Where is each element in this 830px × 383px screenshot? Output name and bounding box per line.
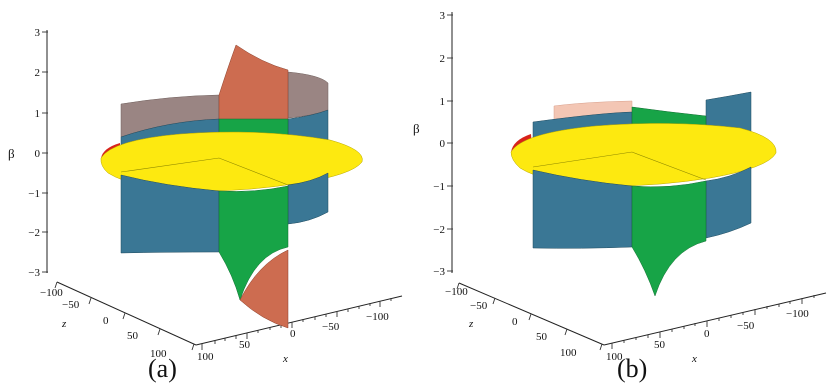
- x-tick-label: 100: [606, 351, 623, 363]
- z-tick-label: 0: [103, 315, 109, 327]
- terracotta-plane-lower: [239, 249, 289, 329]
- z-axis-label: z: [468, 318, 474, 330]
- beta-tick-label: 3: [35, 27, 41, 39]
- panel-b: 3 2 1 0 −1 −2 −3 β −100 −50 0 50 100 z: [413, 10, 827, 383]
- x-axis: [603, 292, 827, 346]
- beta-tick-label: 0: [35, 148, 41, 160]
- panel-a: 3 2 1 0 −1 −2 −3 β −100 −50 0 50 100 z: [8, 27, 403, 383]
- z-ticks: [456, 282, 603, 351]
- x-tick-label: 0: [290, 328, 296, 340]
- yellow-disc-crease: [120, 157, 289, 186]
- green-plane-lower: [218, 185, 289, 301]
- x-axis: [195, 295, 403, 346]
- x-tick-label: 50: [654, 339, 666, 351]
- beta-tick-label: −1: [28, 188, 40, 200]
- beta-axis-label: β: [8, 146, 15, 161]
- green-plane-lower: [631, 180, 707, 297]
- z-axis: [56, 281, 197, 346]
- beta-ticks: [42, 31, 48, 273]
- z-tick-label: −100: [445, 286, 468, 298]
- x-tick-label: −100: [366, 311, 389, 323]
- beta-tick-label: −3: [433, 266, 445, 278]
- z-tick-label: 50: [127, 330, 139, 342]
- z-tick-label: −100: [40, 287, 63, 299]
- z-ticks: [54, 281, 195, 351]
- beta-tick-label: 1: [440, 96, 446, 108]
- z-tick-label: 0: [512, 316, 518, 328]
- beta-axis-label: β: [413, 121, 420, 136]
- x-tick-label: −100: [786, 308, 809, 320]
- x-tick-label: 100: [197, 351, 214, 363]
- x-axis-label: x: [691, 353, 697, 365]
- x-tick-label: −50: [737, 320, 755, 332]
- x-tick-label: −50: [322, 321, 340, 333]
- blue-cylinder-front-right: [705, 166, 752, 239]
- x-tick-label: 0: [704, 328, 710, 340]
- beta-tick-label: 0: [440, 138, 446, 150]
- z-axis: [458, 282, 605, 346]
- taupe-cylinder-upper-right: [287, 71, 329, 119]
- z-tick-label: 100: [150, 348, 167, 360]
- beta-tick-label: −2: [433, 224, 445, 236]
- panel-caption: (b): [617, 354, 647, 383]
- beta-tick-label: 3: [440, 10, 446, 22]
- beta-tick-label: −2: [28, 227, 40, 239]
- beta-ticks: [447, 14, 453, 272]
- beta-tick-label: −3: [28, 267, 40, 279]
- terracotta-plane-upper: [218, 44, 289, 121]
- z-tick-label: −50: [470, 300, 488, 312]
- blue-cylinder-front-right: [287, 172, 329, 225]
- yellow-disc-crease: [532, 151, 707, 181]
- beta-tick-label: −1: [433, 181, 445, 193]
- z-tick-label: 50: [536, 331, 548, 343]
- z-tick-label: 100: [560, 347, 577, 359]
- x-axis-label: x: [282, 353, 288, 365]
- x-tick-label: 50: [239, 339, 251, 351]
- z-axis-label: z: [61, 318, 67, 330]
- beta-tick-label: 1: [35, 108, 41, 120]
- panel-caption: (a): [148, 354, 177, 383]
- z-tick-label: −50: [62, 299, 80, 311]
- x-ticks: [611, 295, 815, 349]
- beta-tick-label: 2: [440, 53, 446, 65]
- beta-tick-label: 2: [35, 67, 41, 79]
